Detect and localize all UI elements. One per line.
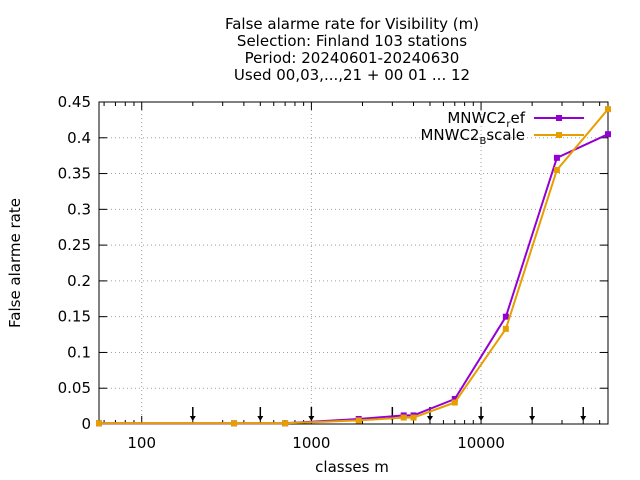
down-arrow-icon: [308, 407, 315, 421]
data-point: [553, 154, 560, 161]
y-tick-label: 0.05: [58, 379, 91, 397]
grid: [99, 102, 608, 424]
legend-label: MNWC2Bscale: [420, 126, 525, 147]
y-tick-label: 0.35: [58, 165, 91, 183]
y-tick-label: 0.1: [67, 343, 91, 361]
data-point: [451, 395, 458, 402]
title-line: Used 00,03,...,21 + 00 01 ... 12: [234, 66, 470, 84]
series-1: [96, 106, 611, 427]
x-tick-label: 100: [127, 434, 156, 452]
series-0: [96, 131, 611, 427]
y-tick-label: 0: [81, 415, 91, 433]
data-point: [553, 166, 560, 173]
series: [96, 106, 611, 427]
arrow-head: [308, 416, 315, 421]
down-arrow-icon: [257, 407, 264, 421]
down-arrow-icon: [189, 407, 196, 421]
title-line: Selection: Finland 103 stations: [237, 32, 467, 50]
plot-frame: [98, 101, 609, 425]
title-line: Period: 20240601-20240630: [245, 49, 460, 67]
y-axis-label: False alarme rate: [6, 198, 24, 328]
y-tick-label: 0.45: [58, 93, 91, 111]
y-axis-ticks: 0 0.05 0.1 0.15 0.2 0.25 0.3 0.35 0.4 0.45: [58, 93, 608, 433]
arrow-head: [426, 416, 433, 421]
arrow-head: [529, 416, 536, 421]
data-point: [96, 420, 102, 427]
y-tick-label: 0.15: [58, 308, 91, 326]
chart-title: False alarme rate for Visibility (m)Sele…: [225, 15, 479, 84]
data-point: [355, 417, 362, 424]
series-line: [99, 108, 609, 425]
data-point: [451, 399, 458, 406]
y-tick-label: 0.4: [67, 129, 91, 147]
y-tick-label: 0.3: [67, 200, 91, 218]
arrow-head: [189, 416, 196, 421]
data-point: [400, 414, 407, 421]
down-arrow-icon: [529, 407, 536, 421]
x-axis-ticks: 100 1000 10000: [103, 102, 601, 452]
legend-swatch-point: [556, 115, 562, 121]
data-point: [502, 325, 509, 332]
data-point: [410, 414, 417, 421]
arrow-head: [257, 416, 264, 421]
data-point: [605, 131, 611, 138]
series-line: [99, 133, 609, 425]
data-point: [231, 420, 238, 427]
down-arrow-icon: [580, 407, 587, 421]
data-point: [605, 106, 611, 113]
title-line: False alarme rate for Visibility (m): [225, 15, 479, 33]
x-tick-label: 10000: [457, 434, 505, 452]
arrow-head: [478, 416, 485, 421]
legend-label: MNWC2ref: [447, 109, 525, 130]
arrow-head: [580, 416, 587, 421]
y-tick-label: 0.25: [58, 236, 91, 254]
data-point: [502, 313, 509, 320]
x-axis-label: classes m: [315, 458, 389, 476]
plot-border: [98, 101, 609, 425]
down-arrow-icon: [478, 407, 485, 421]
data-point: [282, 420, 289, 427]
legend-swatch-point: [556, 132, 562, 138]
y-tick-label: 0.2: [67, 272, 91, 290]
x-tick-label: 1000: [292, 434, 330, 452]
